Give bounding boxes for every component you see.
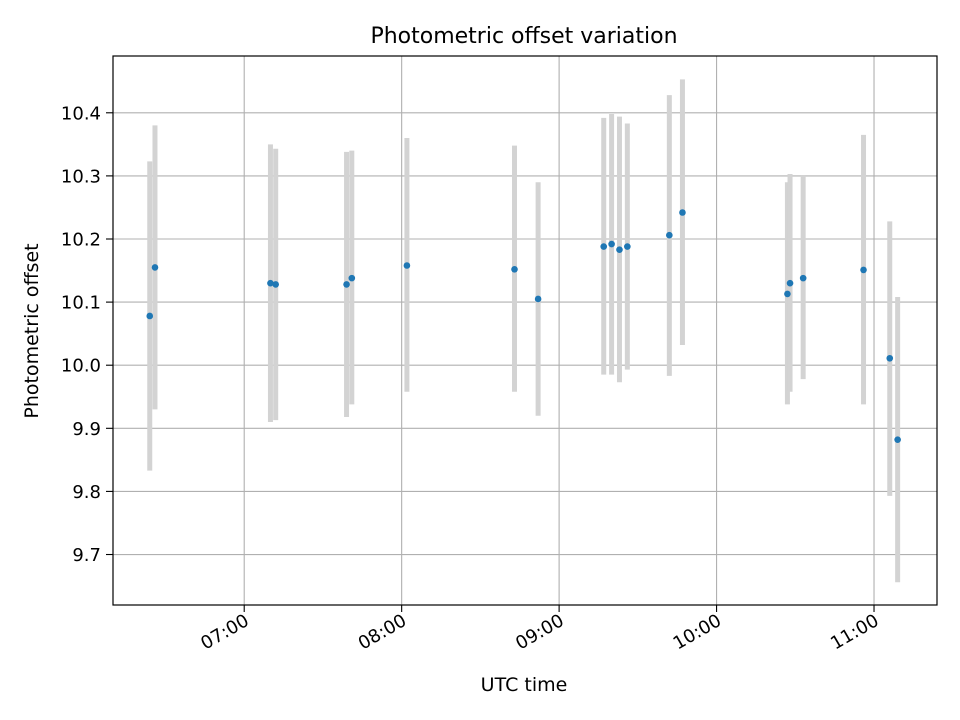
data-point bbox=[151, 264, 159, 271]
y-tick-label: 10.1 bbox=[61, 293, 101, 314]
data-point bbox=[860, 266, 867, 274]
data-point bbox=[784, 290, 791, 298]
y-tick-label: 9.8 bbox=[72, 482, 101, 503]
x-axis-label: UTC time bbox=[481, 674, 568, 696]
y-axis-label: Photometric offset bbox=[21, 243, 43, 418]
data-point bbox=[600, 243, 608, 250]
data-point bbox=[343, 281, 350, 288]
data-point bbox=[608, 240, 615, 248]
chart-title: Photometric offset variation bbox=[370, 24, 677, 49]
data-point bbox=[886, 354, 894, 362]
y-tick-label: 9.9 bbox=[72, 419, 101, 440]
data-point bbox=[786, 279, 794, 287]
y-axis-ticks: 9.7 9.8 9.9 10.0 10.1 10.2 10.3 10.4 bbox=[61, 103, 113, 566]
y-tick-label: 9.7 bbox=[72, 545, 101, 566]
data-point bbox=[267, 279, 274, 287]
data-point bbox=[679, 209, 686, 216]
data-point bbox=[894, 436, 901, 443]
data-point bbox=[534, 295, 542, 303]
y-tick-label: 10.3 bbox=[61, 166, 101, 187]
y-tick-label: 10.4 bbox=[61, 103, 101, 124]
y-tick-label: 10.2 bbox=[61, 230, 101, 251]
grid bbox=[113, 56, 937, 605]
data-point bbox=[511, 265, 518, 273]
data-point bbox=[403, 262, 411, 269]
y-tick-label: 10.0 bbox=[61, 356, 101, 377]
data-point bbox=[146, 312, 154, 320]
data-point bbox=[799, 274, 807, 282]
data-point bbox=[348, 274, 356, 282]
data-point bbox=[624, 243, 631, 250]
data-points bbox=[146, 209, 901, 443]
data-point bbox=[666, 231, 673, 239]
data-point bbox=[272, 281, 280, 288]
plot-frame bbox=[112, 55, 938, 606]
data-point bbox=[616, 246, 623, 254]
